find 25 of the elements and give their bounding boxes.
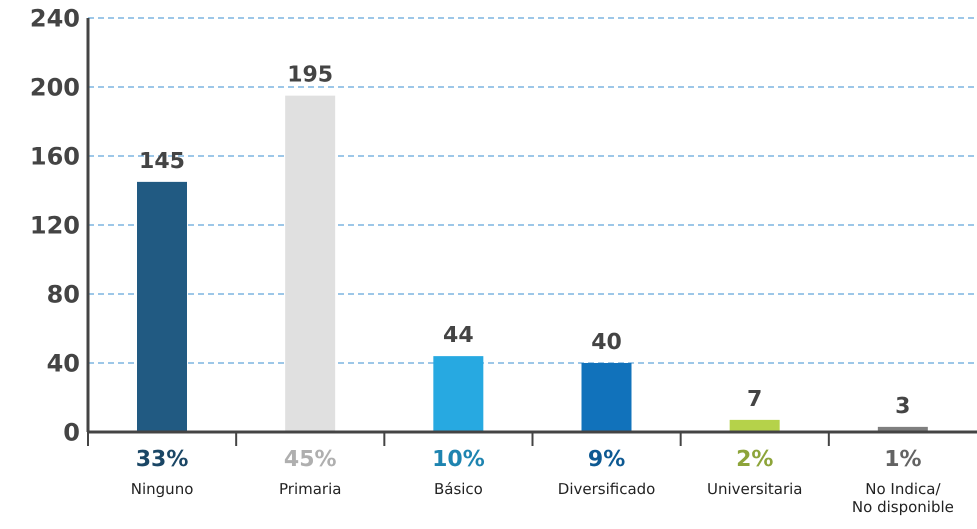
text: 2% [736, 447, 774, 472]
x-tick-label: Universitaria [706, 480, 803, 498]
data-label: 145 [139, 148, 185, 174]
text: 10% [432, 447, 485, 472]
y-tick-label: 160 [30, 142, 80, 171]
data-label: 3 [895, 394, 910, 419]
data-label: 195 [287, 62, 334, 88]
text: 9% [588, 447, 626, 472]
x-tick-label: No Indica/ No disponible [852, 480, 954, 516]
x-tick-label: Ninguno [130, 480, 194, 498]
text: 33% [136, 447, 188, 472]
y-tick-label: 120 [30, 212, 80, 240]
x-tick-label: Básico [434, 480, 483, 498]
y-tick-label: 240 [30, 4, 80, 33]
y-tick-label: 40 [46, 350, 80, 378]
y-tick-label: 80 [46, 280, 80, 309]
y-tick-label: 0 [63, 418, 80, 447]
x-tick-label: Primaria [279, 480, 342, 498]
text: 45% [284, 447, 337, 472]
x-tick-label: Diversificado [558, 480, 656, 498]
y-tick-label: 200 [30, 74, 80, 102]
text: 1% [884, 447, 922, 472]
data-label: 40 [591, 330, 622, 355]
data-label: 7 [747, 386, 762, 412]
data-label: 44 [443, 323, 474, 348]
